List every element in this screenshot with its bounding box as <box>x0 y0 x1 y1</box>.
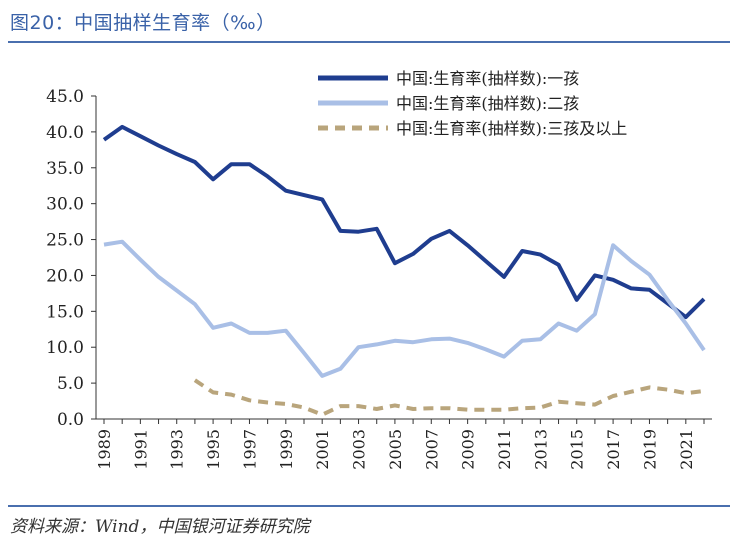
x-tick-label: 1999 <box>277 429 296 470</box>
source-note: 资料来源：Wind，中国银河证券研究院 <box>10 517 310 537</box>
x-tick-label: 2003 <box>350 429 369 470</box>
y-tick-label: 0.0 <box>57 410 84 430</box>
x-tick-label: 2019 <box>640 429 659 470</box>
series-line-1 <box>102 124 706 320</box>
legend-label-1: 中国:生育率(抽样数):一孩 <box>396 69 579 88</box>
series-line-3 <box>193 378 705 417</box>
y-tick-label: 25.0 <box>46 231 84 251</box>
x-tick-label: 1991 <box>131 429 150 470</box>
page-title: 图20：中国抽样生育率（‰） <box>10 12 276 34</box>
title-divider <box>8 41 730 43</box>
x-tick-label: 2005 <box>386 429 405 470</box>
y-tick-label: 35.0 <box>46 159 84 179</box>
y-tick-label: 10.0 <box>46 338 84 358</box>
source-divider <box>8 505 730 507</box>
x-tick-label: 1995 <box>204 429 223 470</box>
y-tick-label: 45.0 <box>46 87 84 107</box>
x-tick-label: 1997 <box>240 429 259 470</box>
legend-label-2: 中国:生育率(抽样数):二孩 <box>396 94 579 113</box>
fertility-rate-chart: 0.0 5.0 10.0 15.0 20.0 25.0 30.0 35.0 40.0 45.0 19… <box>46 69 712 470</box>
y-tick-label: 30.0 <box>46 195 84 215</box>
x-tick-label: 2007 <box>422 429 441 470</box>
series-line-2 <box>103 239 706 378</box>
x-tick-label: 2011 <box>495 429 514 470</box>
y-tick-label: 5.0 <box>57 374 84 394</box>
x-tick-label: 2021 <box>677 429 696 470</box>
x-tick-label: 2015 <box>568 429 587 470</box>
y-tick-label: 20.0 <box>46 266 84 286</box>
x-tick-label: 1989 <box>95 429 114 470</box>
x-tick-label: 2017 <box>604 429 623 470</box>
x-tick-label: 2009 <box>459 429 478 470</box>
x-tick-label: 2013 <box>531 429 550 470</box>
x-tick-label: 1993 <box>168 429 187 470</box>
y-tick-label: 40.0 <box>46 123 84 143</box>
x-tick-label: 2001 <box>313 429 332 470</box>
legend-label-3: 中国:生育率(抽样数):三孩及以上 <box>396 119 627 138</box>
y-tick-label: 15.0 <box>46 302 84 322</box>
